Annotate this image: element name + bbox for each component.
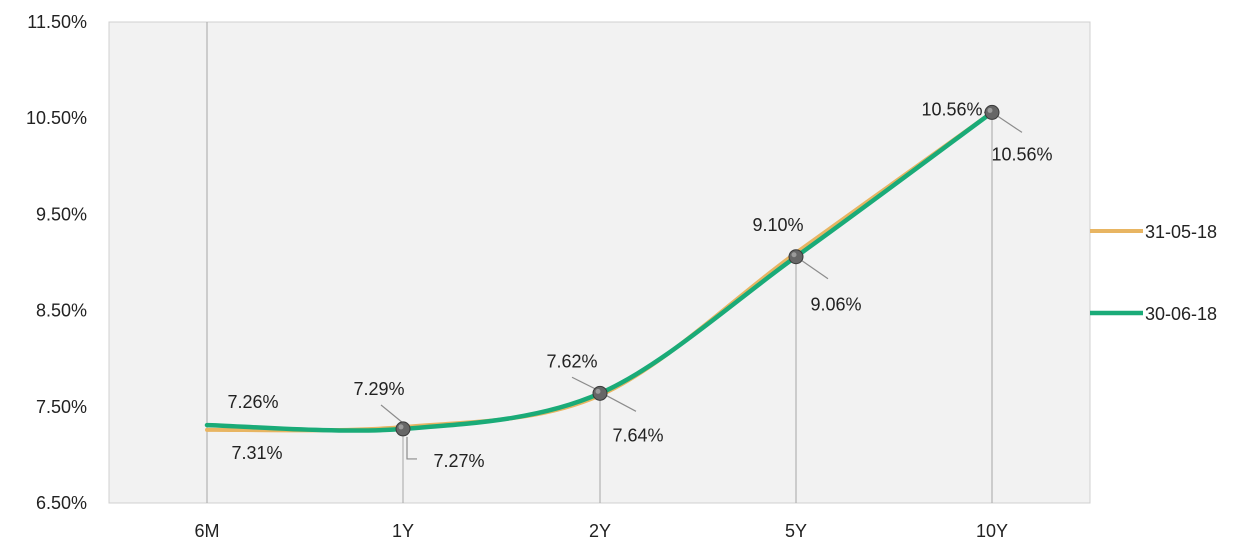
y-tick-label: 9.50% xyxy=(36,204,87,224)
data-label: 7.29% xyxy=(353,379,404,399)
y-tick-label: 11.50% xyxy=(27,12,87,32)
label-leader-line xyxy=(380,404,404,424)
data-point-highlight xyxy=(398,424,404,430)
data-point-highlight xyxy=(987,107,993,113)
y-tick-label: 7.50% xyxy=(36,397,87,417)
y-tick-label: 6.50% xyxy=(36,493,87,513)
x-tick-label: 5Y xyxy=(785,521,807,541)
data-label: 9.06% xyxy=(810,295,861,315)
x-tick-label: 2Y xyxy=(589,521,611,541)
data-label: 7.64% xyxy=(612,425,663,445)
data-label: 7.27% xyxy=(433,451,484,471)
legend-entry: 31-05-18 xyxy=(1145,222,1217,242)
data-point-marker xyxy=(592,385,608,401)
data-label: 9.10% xyxy=(752,215,803,235)
data-label: 10.56% xyxy=(921,99,982,119)
label-leader-line xyxy=(801,260,829,280)
legend-entry: 30-06-18 xyxy=(1145,304,1217,324)
data-point-marker xyxy=(395,421,411,437)
label-leader-line xyxy=(997,115,1023,133)
data-label: 10.56% xyxy=(991,144,1052,164)
data-point-marker xyxy=(788,249,804,265)
label-leader-line xyxy=(605,394,637,412)
x-tick-label: 1Y xyxy=(392,521,414,541)
data-label: 7.62% xyxy=(546,351,597,371)
data-label: 7.26% xyxy=(227,392,278,412)
data-point-highlight xyxy=(595,388,601,394)
data-label: 7.31% xyxy=(231,443,282,463)
data-point-marker xyxy=(984,104,1000,120)
data-point-highlight xyxy=(791,252,797,258)
y-tick-label: 10.50% xyxy=(26,108,87,128)
y-tick-label: 8.50% xyxy=(36,301,87,321)
x-tick-label: 6M xyxy=(194,521,219,541)
label-leader-line xyxy=(406,436,417,460)
x-tick-label: 10Y xyxy=(976,521,1008,541)
